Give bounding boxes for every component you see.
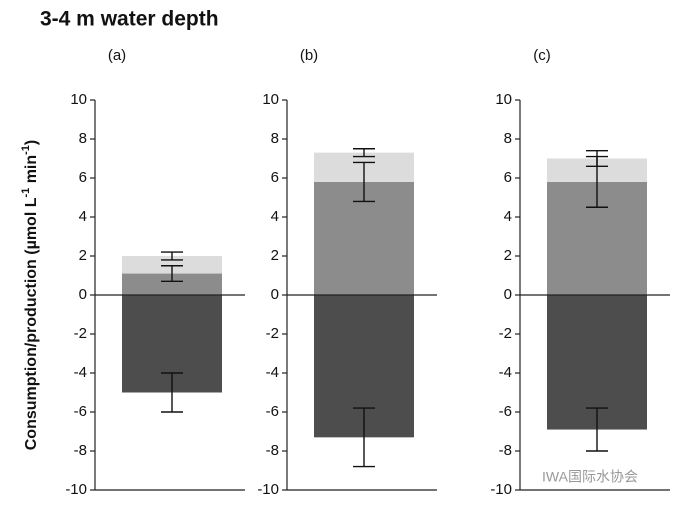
- y-tick-label: 10: [495, 91, 512, 108]
- error-bar: [353, 407, 375, 468]
- y-axis-label-part: ): [23, 140, 40, 145]
- y-axis-label-part: Consumption/production (µmol L: [23, 197, 40, 450]
- watermark: IWA国际水协会: [542, 469, 638, 485]
- y-tick-label: -10: [257, 481, 279, 498]
- y-tick-label: -8: [499, 442, 512, 459]
- y-tick-label: 6: [271, 169, 279, 186]
- y-tick-label: -8: [74, 442, 87, 459]
- y-tick-label: -2: [74, 325, 87, 342]
- y-axis-label-part: min: [23, 155, 40, 188]
- y-tick-label: 10: [262, 91, 279, 108]
- y-axis-label: Consumption/production (µmol L-1 min-1): [20, 140, 40, 451]
- error-bar: [353, 161, 375, 203]
- y-tick-label: 2: [504, 247, 512, 264]
- bar-segment: [122, 273, 222, 295]
- y-tick-label: 8: [271, 130, 279, 147]
- y-tick-label: 6: [79, 169, 87, 186]
- y-tick-label: -2: [499, 325, 512, 342]
- y-tick-label: 8: [79, 130, 87, 147]
- y-tick-label: 8: [504, 130, 512, 147]
- y-tick-label: -6: [266, 403, 279, 420]
- y-tick-label: 4: [504, 208, 512, 225]
- y-tick-label: 4: [79, 208, 87, 225]
- y-tick-label: -4: [74, 364, 87, 381]
- y-tick-label: 6: [504, 169, 512, 186]
- panel-label: (a): [108, 47, 126, 64]
- panel-label: (b): [300, 47, 318, 64]
- error-bar: [161, 251, 183, 261]
- y-axis-label-sup: -1: [20, 188, 32, 198]
- y-tick-label: -4: [499, 364, 512, 381]
- chart-title: 3-4 m water depth: [40, 8, 219, 31]
- y-tick-label: 2: [271, 247, 279, 264]
- y-tick-label: 4: [271, 208, 279, 225]
- error-bar: [586, 407, 608, 452]
- bar-segment: [122, 256, 222, 274]
- y-tick-label: 10: [70, 91, 87, 108]
- error-bar: [161, 265, 183, 283]
- panel-label: (c): [533, 47, 551, 64]
- y-tick-label: 0: [271, 286, 279, 303]
- y-tick-label: -10: [65, 481, 87, 498]
- y-tick-label: 2: [79, 247, 87, 264]
- error-bar: [586, 150, 608, 167]
- y-tick-label: -2: [266, 325, 279, 342]
- y-tick-label: 0: [79, 286, 87, 303]
- y-tick-label: 0: [504, 286, 512, 303]
- y-tick-label: -6: [74, 403, 87, 420]
- y-tick-label: -8: [266, 442, 279, 459]
- bar-segment: [547, 295, 647, 430]
- y-axis-label-sup: -1: [20, 145, 32, 155]
- y-tick-label: -10: [490, 481, 512, 498]
- error-bar: [161, 372, 183, 413]
- error-bar: [353, 148, 375, 158]
- y-tick-label: -6: [499, 403, 512, 420]
- y-tick-label: -4: [266, 364, 279, 381]
